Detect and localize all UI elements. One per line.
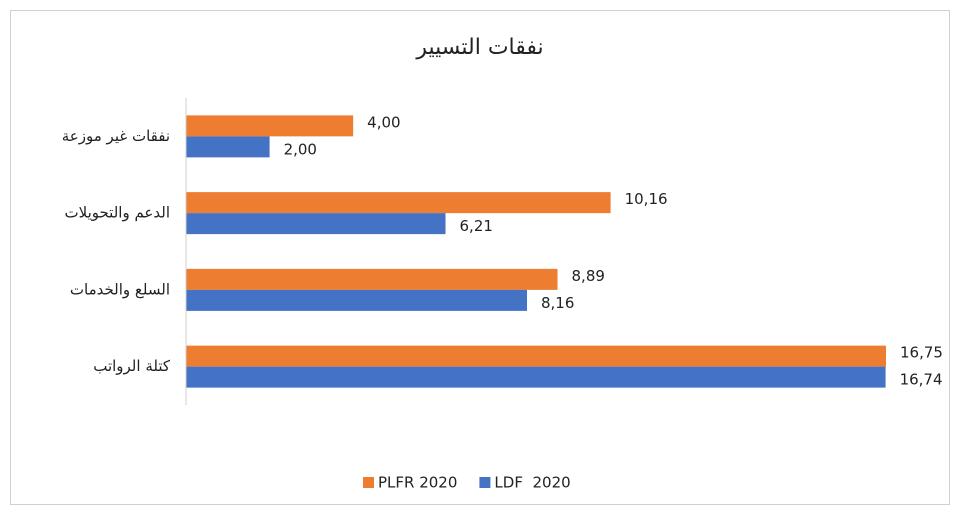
- category-label: نفقات غير موزعة: [62, 127, 170, 145]
- value-label: 4,00: [367, 113, 400, 131]
- value-label: 16,75: [900, 344, 943, 362]
- legend-swatch: [479, 477, 491, 488]
- bar: [186, 268, 558, 290]
- legend-label: PLFR 2020: [378, 474, 457, 492]
- value-label: 10,16: [625, 190, 668, 208]
- bar: [186, 115, 354, 137]
- category-label: السلع والخدمات: [70, 280, 170, 298]
- bar: [186, 345, 886, 367]
- legend-label: LDF 2020: [494, 474, 570, 492]
- value-label: 6,21: [460, 217, 493, 235]
- chart-border: [10, 10, 950, 505]
- legend-swatch: [363, 477, 374, 488]
- value-label: 8,16: [541, 294, 574, 312]
- value-label: 8,89: [572, 267, 605, 285]
- bar: [186, 192, 611, 214]
- value-label: 2,00: [284, 140, 317, 158]
- category-label: كتلة الرواتب: [93, 357, 171, 375]
- bar: [186, 289, 528, 311]
- chart-title: نفقات التسيير: [415, 35, 543, 60]
- bar: [186, 136, 270, 158]
- category-label: الدعم والتحويلات: [65, 204, 171, 222]
- bar: [186, 213, 446, 235]
- value-label: 16,74: [900, 371, 943, 389]
- bar: [186, 366, 886, 388]
